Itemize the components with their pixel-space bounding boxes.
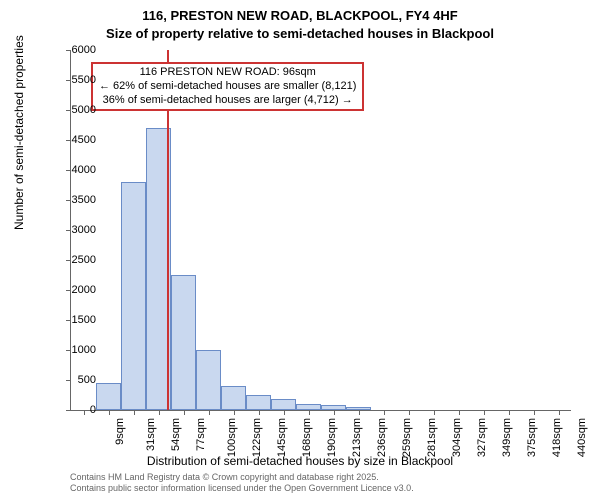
x-tick-mark bbox=[534, 410, 535, 415]
x-tick-label: 77sqm bbox=[195, 418, 207, 451]
histogram-bar bbox=[171, 275, 196, 410]
y-tick-label: 2000 bbox=[36, 284, 96, 296]
x-tick-mark bbox=[109, 410, 110, 415]
property-callout: 116 PRESTON NEW ROAD: 96sqm← 62% of semi… bbox=[91, 62, 364, 111]
y-tick-label: 6000 bbox=[36, 44, 96, 56]
footer-licence: Contains public sector information licen… bbox=[70, 483, 414, 494]
y-tick-label: 0 bbox=[36, 404, 96, 416]
x-tick-label: 236sqm bbox=[376, 418, 388, 457]
property-size-histogram: 116, PRESTON NEW ROAD, BLACKPOOL, FY4 4H… bbox=[0, 0, 600, 500]
x-tick-label: 349sqm bbox=[501, 418, 513, 457]
y-tick-label: 500 bbox=[36, 374, 96, 386]
x-tick-mark bbox=[284, 410, 285, 415]
x-tick-mark bbox=[359, 410, 360, 415]
x-tick-label: 213sqm bbox=[351, 418, 363, 457]
y-tick-label: 1000 bbox=[36, 344, 96, 356]
x-tick-mark bbox=[459, 410, 460, 415]
x-tick-mark bbox=[134, 410, 135, 415]
y-axis-label: Number of semi-detached properties bbox=[12, 35, 26, 230]
x-tick-label: 54sqm bbox=[170, 418, 182, 451]
x-tick-label: 9sqm bbox=[113, 418, 125, 445]
chart-title-description: Size of property relative to semi-detach… bbox=[0, 26, 600, 41]
x-tick-mark bbox=[234, 410, 235, 415]
y-tick-label: 5500 bbox=[36, 74, 96, 86]
x-tick-mark bbox=[309, 410, 310, 415]
x-tick-label: 168sqm bbox=[301, 418, 313, 457]
y-tick-label: 4500 bbox=[36, 134, 96, 146]
chart-title-address: 116, PRESTON NEW ROAD, BLACKPOOL, FY4 4H… bbox=[0, 8, 600, 23]
chart-footer: Contains HM Land Registry data © Crown c… bbox=[70, 472, 414, 494]
x-tick-label: 375sqm bbox=[526, 418, 538, 457]
callout-larger: 36% of semi-detached houses are larger (… bbox=[99, 94, 356, 108]
y-tick-label: 2500 bbox=[36, 254, 96, 266]
x-tick-label: 100sqm bbox=[226, 418, 238, 457]
x-tick-label: 31sqm bbox=[145, 418, 157, 451]
x-tick-mark bbox=[184, 410, 185, 415]
y-tick-label: 1500 bbox=[36, 314, 96, 326]
histogram-bar bbox=[221, 386, 246, 410]
x-tick-mark bbox=[209, 410, 210, 415]
y-tick-label: 4000 bbox=[36, 164, 96, 176]
plot-area: 116 PRESTON NEW ROAD: 96sqm← 62% of semi… bbox=[70, 50, 571, 411]
x-tick-mark bbox=[509, 410, 510, 415]
x-tick-mark bbox=[334, 410, 335, 415]
x-tick-label: 281sqm bbox=[426, 418, 438, 457]
y-tick-label: 5000 bbox=[36, 104, 96, 116]
x-tick-label: 304sqm bbox=[451, 418, 463, 457]
histogram-bar bbox=[246, 395, 271, 410]
x-tick-label: 327sqm bbox=[476, 418, 488, 457]
callout-smaller: ← 62% of semi-detached houses are smalle… bbox=[99, 80, 356, 94]
histogram-bar bbox=[96, 383, 121, 410]
x-tick-mark bbox=[159, 410, 160, 415]
x-tick-label: 418sqm bbox=[551, 418, 563, 457]
x-tick-label: 440sqm bbox=[576, 418, 588, 457]
x-tick-mark bbox=[384, 410, 385, 415]
x-tick-mark bbox=[434, 410, 435, 415]
x-tick-label: 145sqm bbox=[276, 418, 288, 457]
footer-copyright: Contains HM Land Registry data © Crown c… bbox=[70, 472, 414, 483]
x-tick-mark bbox=[559, 410, 560, 415]
x-tick-label: 122sqm bbox=[251, 418, 263, 457]
x-tick-mark bbox=[484, 410, 485, 415]
histogram-bar bbox=[196, 350, 221, 410]
histogram-bar bbox=[121, 182, 146, 410]
y-tick-label: 3000 bbox=[36, 224, 96, 236]
x-tick-label: 190sqm bbox=[326, 418, 338, 457]
x-tick-mark bbox=[409, 410, 410, 415]
histogram-bar bbox=[271, 399, 296, 410]
callout-size: 116 PRESTON NEW ROAD: 96sqm bbox=[99, 66, 356, 80]
x-tick-mark bbox=[259, 410, 260, 415]
x-tick-label: 259sqm bbox=[401, 418, 413, 457]
y-tick-label: 3500 bbox=[36, 194, 96, 206]
